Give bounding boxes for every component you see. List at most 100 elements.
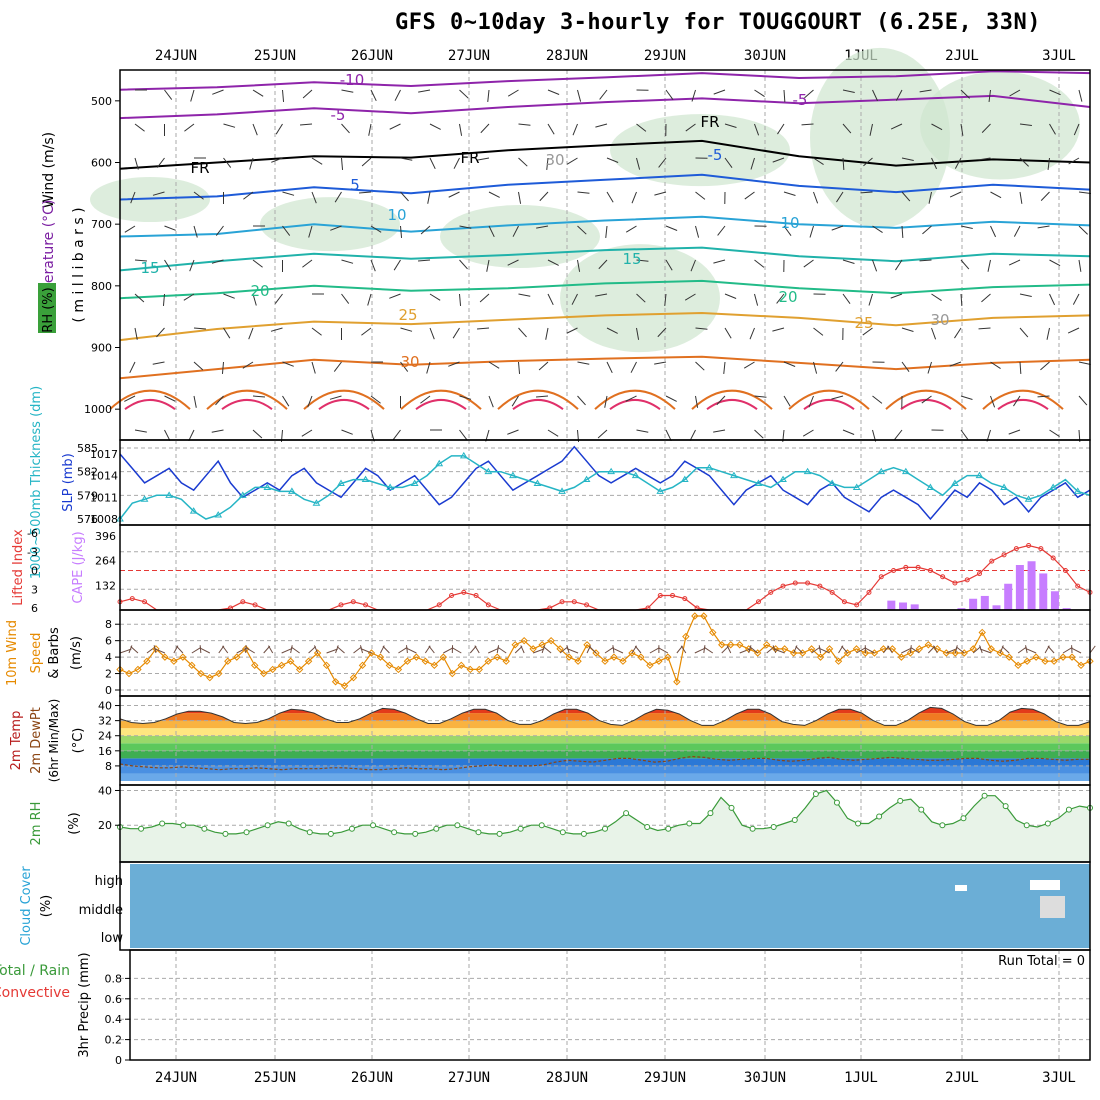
- wind-speed-marker: [304, 657, 313, 665]
- wind-barb: [1068, 157, 1080, 165]
- wind-barb-10m: [680, 645, 687, 654]
- thickness-marker: [877, 467, 886, 475]
- warm-loop: [206, 389, 288, 410]
- thickness-marker: [361, 475, 370, 483]
- wind-barb: [695, 395, 699, 408]
- wind-speed-marker: [206, 673, 214, 682]
- wind-barb-10m: [360, 648, 372, 654]
- wind-barb: [518, 293, 531, 297]
- wind-barb: [928, 191, 932, 204]
- thickness-marker: [951, 479, 959, 486]
- wind-speed-marker: [1077, 661, 1085, 670]
- wind-barb: [188, 429, 195, 442]
- wind-barb: [813, 327, 824, 336]
- temp-tick-label: 24: [98, 730, 112, 743]
- wind-speed-marker: [547, 636, 555, 645]
- wind-barb: [695, 327, 708, 330]
- date-label-bottom: 26JUN: [351, 1070, 393, 1086]
- wind-barb: [783, 361, 796, 367]
- slp-tick-label: 1017: [90, 448, 118, 461]
- rh-marker: [770, 823, 777, 830]
- wind-barb: [1078, 259, 1082, 272]
- wind-barb: [488, 395, 494, 408]
- hot-loop: [318, 398, 370, 410]
- wind-speed-marker: [933, 645, 942, 653]
- rh-marker: [348, 825, 355, 832]
- wind-speed-marker: [1050, 657, 1058, 665]
- y-tick-label: 500: [91, 95, 112, 108]
- wind-barb: [927, 361, 932, 374]
- wind-barb-10m: [979, 648, 992, 654]
- wind-barb: [842, 293, 851, 305]
- cape-bar: [1015, 565, 1024, 610]
- wind-barb: [689, 429, 696, 441]
- contour-label: 15: [140, 259, 159, 277]
- wind-barb: [518, 157, 528, 167]
- wind-speed-marker: [628, 649, 636, 657]
- wind-barb-10m: [290, 646, 300, 654]
- legend-total-rain: Total / Rain: [0, 963, 70, 979]
- wind-speed-marker: [583, 641, 591, 649]
- y-tick-label: 700: [91, 218, 112, 231]
- thickness-marker: [901, 467, 910, 475]
- ylabel-precip: 3hr Precip (mm): [77, 952, 92, 1057]
- lifted-index-marker: [449, 593, 455, 598]
- lifted-index-marker: [817, 583, 823, 589]
- rh-marker: [728, 804, 735, 811]
- wind-speed-marker: [1005, 653, 1013, 661]
- ylabel-wind: Wind (m/s): [41, 132, 57, 208]
- isotherm-line: [119, 246, 1091, 272]
- wind-barb: [488, 191, 500, 198]
- wind-barb: [538, 361, 549, 371]
- rh-marker: [939, 822, 946, 829]
- rh-marker: [855, 820, 862, 827]
- wind-speed-marker: [915, 645, 924, 653]
- warm-loop: [109, 389, 191, 410]
- wind-barb: [684, 293, 696, 301]
- li-tick-label: 6: [31, 602, 38, 615]
- wind-barb-10m: [199, 647, 211, 654]
- lifted-index-marker: [841, 599, 847, 605]
- wind-speed-marker: [556, 645, 564, 653]
- thickness-marker: [337, 479, 345, 486]
- lifted-index-marker: [964, 577, 970, 583]
- wind-barb: [987, 259, 991, 272]
- wind-barb: [480, 123, 490, 134]
- cape-bar: [1004, 583, 1013, 610]
- wind-barb: [577, 361, 590, 365]
- slp-tick-label: 1008: [90, 513, 118, 526]
- wind-barb: [429, 157, 436, 170]
- wind-barb: [636, 429, 649, 433]
- wind-barb: [427, 191, 431, 204]
- contour-label: 5: [350, 176, 360, 194]
- wind-barb: [368, 123, 372, 136]
- wind-barb: [418, 89, 431, 93]
- wind-barb: [836, 191, 844, 203]
- warm-loop: [788, 389, 870, 410]
- wind-speed-marker: [619, 657, 627, 665]
- wind-barb: [420, 225, 431, 235]
- wind-speed-marker: [888, 645, 897, 653]
- ylabel-barbs: & Barbs: [47, 627, 62, 679]
- wind-speed-marker: [709, 628, 717, 637]
- panel-border: [119, 524, 1091, 611]
- wind-barb: [598, 259, 608, 270]
- thickness-marker: [214, 511, 223, 518]
- rh-marker: [960, 815, 967, 822]
- rh-marker: [580, 830, 587, 837]
- wind-barb: [547, 259, 559, 266]
- wind-barb: [518, 191, 522, 204]
- legend-convective: Convective: [0, 985, 70, 1001]
- wind-barb-10m: [443, 647, 454, 654]
- wind-speed-marker: [475, 665, 483, 674]
- wind-barb: [654, 191, 667, 196]
- wind-barb: [307, 395, 313, 408]
- wind-barb-10m: [955, 646, 965, 654]
- wind-barb: [754, 395, 767, 398]
- wind-barb: [448, 191, 460, 198]
- wind-barb: [754, 429, 764, 439]
- contour-label: 30: [400, 353, 419, 371]
- wind-barb: [749, 327, 755, 340]
- wind-barb: [595, 293, 608, 297]
